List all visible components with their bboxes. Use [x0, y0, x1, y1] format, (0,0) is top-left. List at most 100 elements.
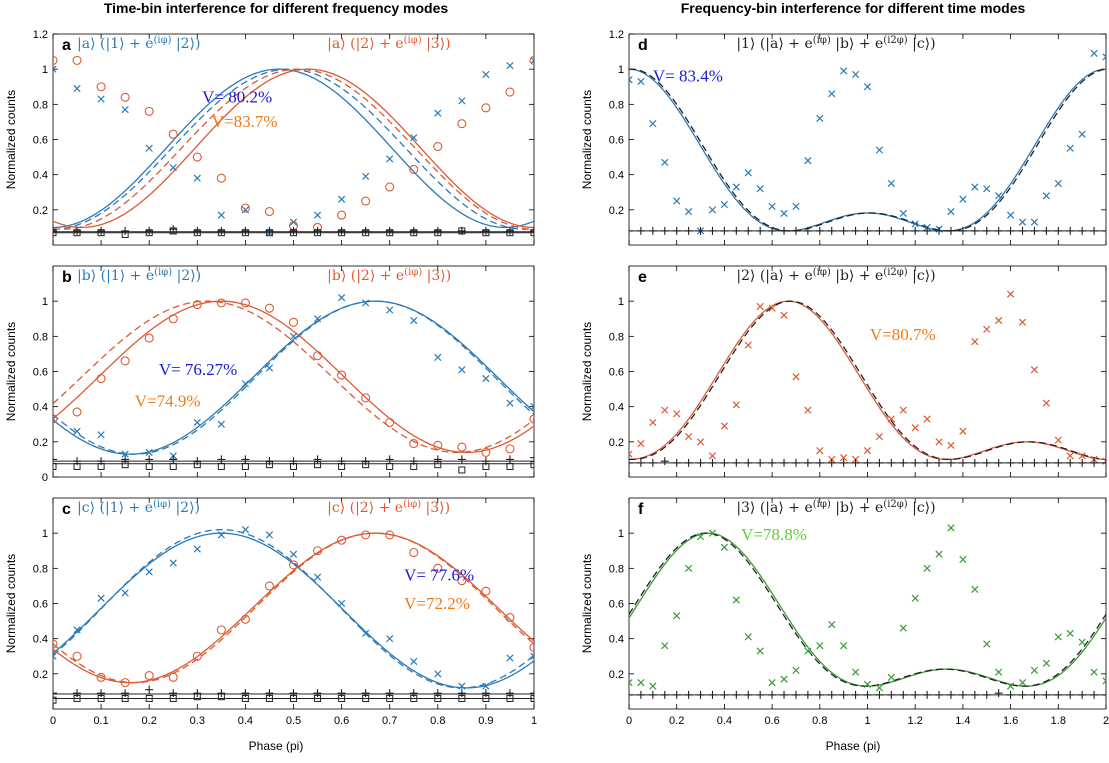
data-point-x — [1006, 290, 1015, 298]
plot-area — [629, 290, 1106, 467]
data-point-x — [887, 179, 895, 188]
visibility-label: V=78.8% — [741, 525, 807, 544]
data-point-x — [362, 629, 370, 638]
data-point-x — [685, 564, 693, 572]
data-point-x — [289, 332, 298, 340]
data-point-circle — [505, 87, 515, 97]
data-point-x — [887, 673, 895, 681]
data-point-circle — [264, 207, 275, 217]
data-point-square — [458, 227, 466, 235]
data-point-x — [217, 531, 225, 539]
data-point-x — [386, 306, 394, 314]
data-point-x — [121, 105, 129, 114]
data-point-x — [816, 642, 824, 650]
data-point-x — [863, 680, 872, 689]
data-point-x — [193, 418, 201, 427]
data-point-circle — [96, 373, 106, 384]
data-point-plus — [53, 689, 57, 698]
y-tick-label: 0.2 — [33, 669, 48, 681]
data-point-x — [1078, 638, 1086, 646]
data-point-x — [530, 403, 534, 411]
data-point-circle — [192, 651, 202, 661]
data-point-plus — [193, 457, 202, 466]
data-point-x — [720, 543, 729, 551]
data-point-plus — [899, 226, 908, 235]
data-point-square — [241, 229, 249, 237]
data-point-x — [458, 97, 466, 105]
data-point-x — [458, 682, 466, 690]
data-point-x — [265, 364, 274, 372]
data-point-circle — [168, 672, 178, 682]
data-point-square — [53, 229, 57, 237]
data-point-plus — [875, 458, 884, 467]
data-point-plus — [1078, 690, 1087, 699]
data-point-x — [637, 77, 645, 86]
data-point-circle — [120, 92, 130, 102]
y-tick-label: 0.2 — [33, 437, 48, 449]
data-point-x — [673, 612, 681, 620]
y-tick-label: 0.8 — [609, 331, 624, 343]
data-point-plus — [756, 458, 765, 467]
panel-d: 0.2 0.4 0.6 0.8 1 1.2 Normalized counts d |1⟩ (|… — [580, 29, 1107, 246]
visibility-label: V= 80.2% — [202, 88, 272, 107]
data-point-x — [1090, 49, 1098, 57]
data-point-plus — [1078, 226, 1087, 235]
data-point-x — [1102, 677, 1106, 685]
data-point-circle — [505, 613, 515, 623]
data-point-x — [193, 174, 201, 182]
data-point-circle — [192, 300, 202, 310]
data-point-x — [673, 410, 681, 418]
data-point-x — [217, 211, 225, 219]
data-point-plus — [720, 458, 729, 467]
data-point-x — [410, 657, 418, 666]
data-point-x — [1078, 452, 1086, 460]
fit-curve-blue-dashed — [53, 300, 534, 455]
data-point-x — [708, 452, 717, 460]
data-point-plus — [768, 458, 777, 467]
data-point-square — [482, 462, 490, 470]
plot-area — [629, 524, 1106, 699]
visibility-label: V=72.2% — [404, 594, 470, 613]
data-point-plus — [935, 226, 944, 235]
left-x-axis-label: Phase (pi) — [249, 739, 304, 753]
data-point-circle — [529, 414, 534, 424]
data-point-plus — [1030, 458, 1039, 467]
data-point-x — [1054, 436, 1062, 444]
data-point-x — [840, 454, 848, 462]
data-point-circle — [457, 442, 467, 452]
data-point-x — [947, 207, 955, 216]
data-point-plus — [744, 690, 753, 699]
data-point-x — [685, 432, 693, 441]
data-point-plus — [863, 458, 872, 467]
data-point-plus — [1102, 458, 1106, 467]
data-point-x — [1030, 666, 1039, 674]
x-tick-label: 0 — [626, 715, 632, 727]
data-point-plus — [648, 458, 657, 467]
data-point-plus — [1054, 690, 1063, 699]
data-point-plus — [708, 226, 717, 235]
data-point-circle — [385, 417, 395, 428]
y-tick-label: 0.4 — [33, 634, 48, 646]
data-point-plus — [768, 690, 777, 699]
data-point-plus — [911, 458, 920, 467]
data-point-x — [792, 373, 800, 381]
data-point-plus — [720, 226, 729, 235]
data-point-square — [410, 694, 418, 702]
data-point-circle — [72, 55, 82, 65]
data-point-circle — [53, 639, 58, 649]
data-point-plus — [672, 458, 681, 467]
plot-area — [53, 55, 534, 238]
data-point-x — [661, 406, 669, 414]
panel-letter: c — [62, 501, 71, 518]
data-point-plus — [629, 458, 633, 467]
data-point-x — [768, 679, 776, 687]
data-point-x — [649, 682, 657, 690]
data-point-x — [1042, 192, 1050, 200]
data-point-plus — [946, 458, 955, 467]
right-column-title: Frequency-bin interference for different… — [681, 0, 1026, 16]
data-point-plus — [982, 226, 991, 235]
y-tick-label: 1 — [42, 64, 48, 76]
x-tick-label: 0.7 — [382, 715, 397, 727]
data-point-x — [1054, 179, 1062, 188]
data-point-x — [732, 401, 740, 409]
